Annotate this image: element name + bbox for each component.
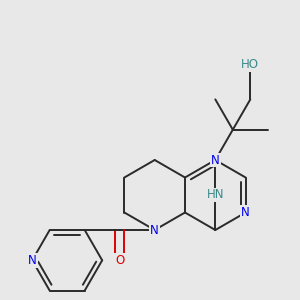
- Text: N: N: [28, 254, 37, 267]
- Text: N: N: [241, 206, 250, 219]
- Text: HO: HO: [241, 58, 259, 71]
- Text: O: O: [115, 254, 124, 267]
- Text: N: N: [150, 224, 159, 236]
- Text: N: N: [211, 154, 220, 166]
- Text: HN: HN: [207, 188, 224, 202]
